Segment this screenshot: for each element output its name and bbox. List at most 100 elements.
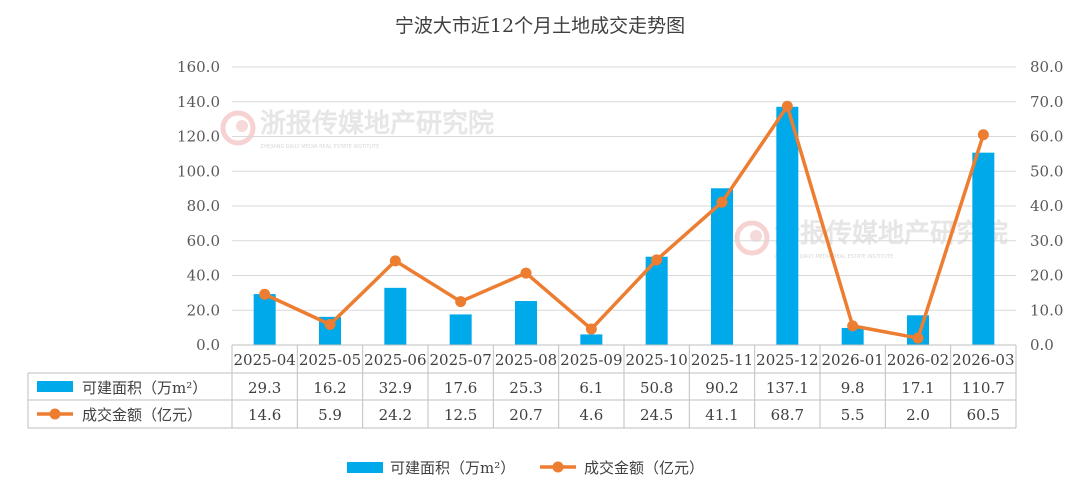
right-tick-label: 10.0: [1030, 301, 1063, 319]
left-tick-label: 100.0: [177, 162, 220, 180]
data-label: 60.5: [967, 406, 1000, 424]
category-label: 2025-07: [429, 351, 491, 369]
data-label: 24.2: [379, 406, 412, 424]
line-point: [324, 318, 336, 330]
bar: [776, 106, 799, 345]
category-label: 2025-08: [495, 351, 557, 369]
data-label: 50.8: [640, 379, 673, 397]
right-tick-label: 20.0: [1030, 267, 1063, 285]
category-label: 2025-10: [625, 351, 687, 369]
bar: [580, 334, 603, 345]
watermark-text: 浙报传媒地产研究院: [260, 108, 494, 139]
data-label: 110.7: [962, 379, 1005, 397]
data-table: 2025-04 2025-05 2025-06 2025-07 2025-08 2025-…: [27, 344, 1017, 429]
data-label: 137.1: [766, 379, 809, 397]
line-series: [259, 100, 989, 344]
data-label: 32.9: [379, 379, 412, 397]
data-label: 29.3: [248, 379, 281, 397]
category-label: 2025-06: [364, 351, 426, 369]
line-point: [259, 288, 271, 300]
line-point: [585, 323, 597, 335]
left-tick-label: 40.0: [187, 267, 220, 285]
table-bar-key: [37, 381, 73, 392]
data-label: 24.5: [640, 406, 673, 424]
left-tick-label: 140.0: [177, 93, 220, 111]
line-point: [716, 196, 728, 208]
category-label: 2026-02: [887, 351, 949, 369]
right-tick-label: 80.0: [1030, 58, 1063, 76]
bar: [645, 256, 668, 345]
table-row-label: 成交金额（亿元）: [82, 406, 202, 424]
left-axis: 0.0 20.0 40.0 60.0 80.0 100.0 120.0 140.0 160.0: [177, 58, 220, 354]
legend-line-key-marker: [552, 461, 564, 473]
left-tick-label: 80.0: [187, 197, 220, 215]
category-label: 2025-04: [233, 351, 295, 369]
right-tick-label: 0.0: [1030, 336, 1054, 354]
watermark-text: 浙报传媒地产研究院: [774, 218, 1008, 249]
line-point: [651, 254, 663, 266]
bar: [449, 314, 472, 345]
category-label: 2025-11: [691, 351, 753, 369]
watermark-logo-icon: [220, 110, 256, 146]
category-label: 2026-03: [952, 351, 1014, 369]
data-label: 20.7: [509, 406, 542, 424]
data-label: 17.1: [901, 379, 934, 397]
legend: 可建面积（万m²） 成交金额（亿元）: [347, 459, 704, 477]
bar: [972, 152, 995, 345]
right-tick-label: 70.0: [1030, 93, 1063, 111]
table-line-key-marker: [49, 408, 61, 420]
right-tick-label: 30.0: [1030, 232, 1063, 250]
right-tick-label: 60.0: [1030, 128, 1063, 146]
watermark-logo-dot: [750, 230, 762, 242]
category-label: 2026-01: [821, 351, 883, 369]
data-label: 5.5: [841, 406, 865, 424]
watermark: 浙报传媒地产研究院 ZHEJIANG DAILY MEDIA REAL ESTAT…: [220, 108, 494, 150]
series-line: [263, 104, 985, 340]
bar: [515, 301, 537, 345]
line-point: [389, 255, 401, 267]
data-label: 17.6: [444, 379, 477, 397]
bar: [384, 287, 407, 345]
data-label: 41.1: [705, 406, 738, 424]
left-tick-label: 120.0: [177, 128, 220, 146]
watermark-logo-dot: [236, 120, 248, 132]
bar: [253, 294, 276, 345]
data-label: 68.7: [771, 406, 804, 424]
data-label: 2.0: [906, 406, 930, 424]
left-tick-label: 60.0: [187, 232, 220, 250]
data-label: 25.3: [509, 379, 542, 397]
data-label: 14.6: [248, 406, 281, 424]
watermark-layer: 浙报传媒地产研究院 ZHEJIANG DAILY MEDIA REAL ESTAT…: [220, 108, 1008, 260]
legend-label: 可建面积（万m²）: [390, 459, 515, 477]
bar: [711, 188, 733, 345]
legend-label: 成交金额（亿元）: [584, 459, 704, 477]
line-point: [520, 267, 532, 279]
line-point: [977, 129, 989, 141]
right-axis: 0.0 10.0 20.0 30.0 40.0 50.0 60.0 70.0 80.0: [1030, 58, 1063, 354]
left-tick-label: 160.0: [177, 58, 220, 76]
bar: [319, 316, 341, 345]
data-label: 12.5: [444, 406, 477, 424]
category-label: 2025-09: [560, 351, 622, 369]
line-point: [455, 296, 467, 308]
left-tick-label: 0.0: [196, 336, 220, 354]
line-point: [847, 320, 859, 332]
watermark-logo-icon: [734, 220, 770, 256]
line-point: [781, 100, 793, 112]
data-label: 5.9: [318, 406, 342, 424]
data-label: 90.2: [705, 379, 738, 397]
legend-bar-key: [347, 462, 383, 473]
right-tick-label: 40.0: [1030, 197, 1063, 215]
data-label: 4.6: [579, 406, 603, 424]
right-tick-label: 50.0: [1030, 162, 1063, 180]
data-label: 16.2: [313, 379, 346, 397]
left-tick-label: 20.0: [187, 301, 220, 319]
bar: [841, 327, 864, 345]
chart-title: 宁波大市近12个月土地成交走势图: [395, 15, 685, 37]
bar-series: [253, 106, 995, 345]
table-row-label: 可建面积（万m²）: [82, 379, 207, 397]
watermark-subtext: ZHEJIANG DAILY MEDIA REAL ESTATE INSTITU…: [260, 144, 379, 150]
category-label: 2025-05: [299, 351, 361, 369]
